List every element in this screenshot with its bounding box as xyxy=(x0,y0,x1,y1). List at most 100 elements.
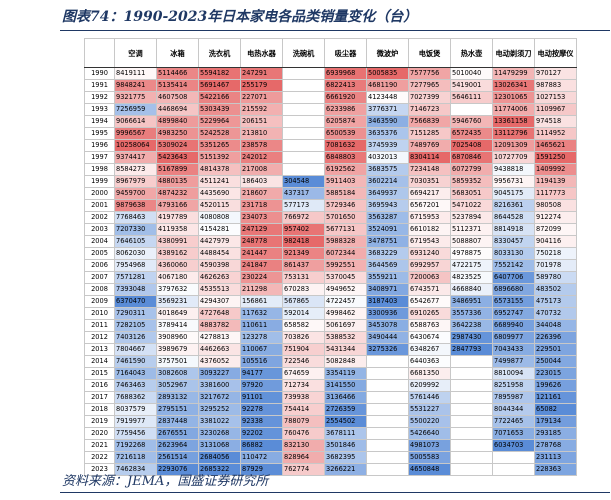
value-cell: 5088807 xyxy=(450,235,493,248)
value-cell: 217008 xyxy=(240,163,283,176)
year-cell: 2002 xyxy=(84,211,115,224)
value-cell xyxy=(450,427,493,440)
value-cell: 8584273 xyxy=(114,163,157,176)
value-cell xyxy=(366,439,409,452)
value-cell: 7282105 xyxy=(114,319,157,332)
rule xyxy=(60,492,610,493)
value-cell: 7071653 xyxy=(492,427,535,440)
value-cell: 4590398 xyxy=(198,259,241,272)
value-cell: 3453078 xyxy=(366,319,409,332)
value-cell: 6689940 xyxy=(492,319,535,332)
value-cell: 762774 xyxy=(282,463,325,476)
value-cell: 7954968 xyxy=(114,259,157,272)
table-row: 2001 9879638 4793166 4520115 231718 577173 572… xyxy=(84,199,577,212)
value-cell: 223015 xyxy=(534,367,577,380)
table-row: 2009 6370470 3569231 4294307 156861 567865 472… xyxy=(84,295,577,308)
value-cell: 3682395 xyxy=(324,451,367,464)
value-cell: 483502 xyxy=(534,283,577,296)
value-cell: 1109967 xyxy=(534,103,577,116)
value-cell: 4823525 xyxy=(450,271,493,284)
value-cell: 2847793 xyxy=(450,343,493,356)
value-cell: 9321775 xyxy=(114,91,157,104)
value-cell: 110472 xyxy=(240,451,283,464)
value-cell: 5229964 xyxy=(198,115,241,128)
value-cell: 3141550 xyxy=(324,379,367,392)
table-row: 2023 7462834 2293076 2685322 87929 762774 3266… xyxy=(84,463,577,476)
value-cell: 4722175 xyxy=(450,259,493,272)
value-cell: 5242528 xyxy=(198,127,241,140)
value-cell: 3644569 xyxy=(366,259,409,272)
value-cell: 760476 xyxy=(282,427,325,440)
value-cell: 5112371 xyxy=(450,223,493,236)
value-cell: 7192268 xyxy=(114,439,157,452)
value-cell: 97920 xyxy=(240,379,283,392)
corner xyxy=(84,38,115,68)
year-cell: 1998 xyxy=(84,163,115,176)
value-cell xyxy=(282,79,325,92)
value-cell: 970127 xyxy=(534,67,577,80)
value-cell: 8251958 xyxy=(492,379,535,392)
value-cell: 13112796 xyxy=(492,127,535,140)
value-cell: 3052967 xyxy=(156,379,199,392)
value-cell: 4880135 xyxy=(156,175,199,188)
column-header: 电动按摩仪 xyxy=(534,38,577,68)
value-cell: 4883782 xyxy=(198,319,241,332)
year-cell: 2015 xyxy=(84,367,115,380)
column-header: 洗衣机 xyxy=(198,38,241,68)
value-cell: 6567201 xyxy=(408,199,451,212)
value-cell: 6233986 xyxy=(324,103,367,116)
value-cell xyxy=(492,463,535,476)
value-cell: 3602214 xyxy=(366,175,409,188)
value-cell: 670283 xyxy=(282,283,325,296)
column-header: 电热水器 xyxy=(240,38,283,68)
value-cell: 3797632 xyxy=(156,283,199,296)
value-cell: 3524091 xyxy=(366,223,409,236)
value-cell xyxy=(366,463,409,476)
value-cell: 3131068 xyxy=(198,439,241,452)
value-cell: 4626263 xyxy=(198,271,241,284)
year-cell: 2007 xyxy=(84,271,115,284)
value-cell: 6500539 xyxy=(324,127,367,140)
value-cell: 3559211 xyxy=(366,271,409,284)
value-cell: 3295252 xyxy=(198,403,241,416)
value-cell: 6072344 xyxy=(324,247,367,260)
year-cell: 1997 xyxy=(84,151,115,164)
value-cell: 3275326 xyxy=(366,343,409,356)
value-cell: 567865 xyxy=(282,295,325,308)
value-cell: 3266221 xyxy=(324,463,367,476)
value-cell: 7461590 xyxy=(114,355,157,368)
value-cell: 5594182 xyxy=(198,67,241,80)
value-cell: 2561514 xyxy=(156,451,199,464)
value-cell: 105516 xyxy=(240,355,283,368)
value-cell: 8330457 xyxy=(492,235,535,248)
value-cell: 674659 xyxy=(282,367,325,380)
value-cell: 3683229 xyxy=(366,247,409,260)
value-cell: 3757501 xyxy=(156,355,199,368)
value-cell: 2726359 xyxy=(324,403,367,416)
value-cell: 3789414 xyxy=(156,319,199,332)
value-cell: 6209992 xyxy=(408,379,451,392)
value-cell: 4668840 xyxy=(450,283,493,296)
value-cell xyxy=(366,415,409,428)
value-cell: 788079 xyxy=(282,415,325,428)
value-cell: 241847 xyxy=(240,259,283,272)
value-cell: 6407706 xyxy=(492,271,535,284)
value-cell: 5471022 xyxy=(450,199,493,212)
value-cell: 238578 xyxy=(240,139,283,152)
value-cell: 739938 xyxy=(282,391,325,404)
value-cell: 722546 xyxy=(282,355,325,368)
value-cell: 7571281 xyxy=(114,271,157,284)
value-cell xyxy=(282,67,325,80)
value-cell xyxy=(450,355,493,368)
value-cell: 5388532 xyxy=(324,331,367,344)
value-cell: 974518 xyxy=(534,115,577,128)
value-cell: 751904 xyxy=(282,343,325,356)
table-row: 2000 9459700 4874232 4435690 218607 437317 588… xyxy=(84,187,577,200)
value-cell xyxy=(366,355,409,368)
column-header: 吸尘器 xyxy=(324,38,367,68)
year-cell: 2012 xyxy=(84,331,115,344)
value-cell: 86882 xyxy=(240,439,283,452)
value-cell xyxy=(450,439,493,452)
table-row: 1997 9374417 5423643 5151392 242012 6848803 40… xyxy=(84,151,577,164)
value-cell: 437317 xyxy=(282,187,325,200)
